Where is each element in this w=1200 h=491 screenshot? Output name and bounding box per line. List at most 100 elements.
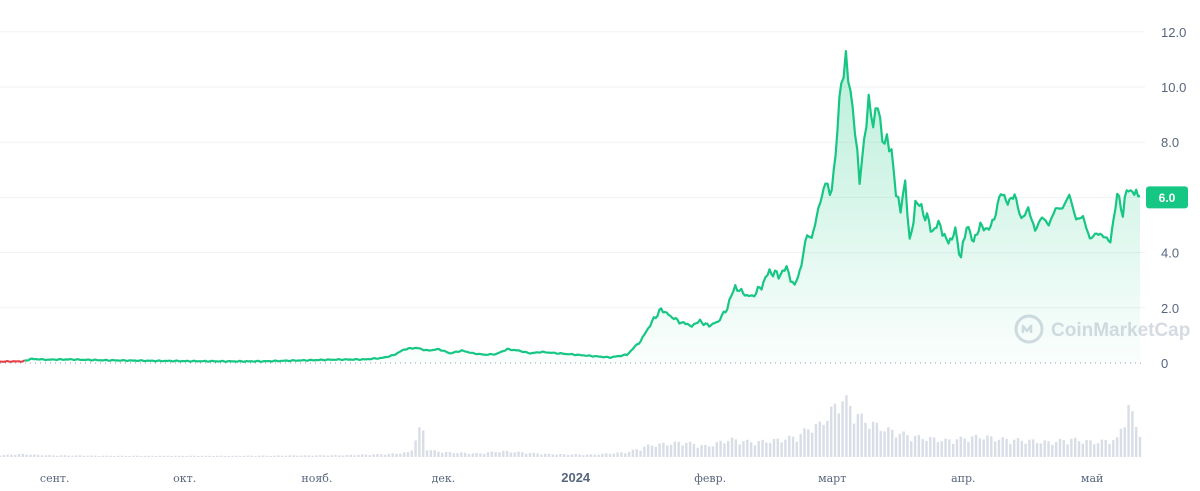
- volume-bar: [544, 453, 547, 457]
- x-tick-label: окт.: [173, 472, 196, 485]
- volume-bar: [738, 444, 741, 457]
- volume-bar: [559, 453, 562, 457]
- volume-bar: [193, 455, 196, 457]
- volume-bar: [242, 455, 246, 457]
- volume-bar: [296, 455, 299, 457]
- y-tick-label: 4.0: [1161, 246, 1179, 261]
- volume-bar: [570, 454, 574, 457]
- volume-bar: [505, 450, 509, 457]
- volume-bar: [414, 440, 417, 457]
- volume-bar: [753, 445, 757, 457]
- volume-bar: [475, 452, 478, 457]
- volume-bar: [444, 451, 448, 457]
- volume-bar: [791, 436, 795, 457]
- volume-bar: [1028, 439, 1031, 457]
- volume-bar: [860, 413, 863, 457]
- x-tick-label: март: [818, 472, 846, 485]
- volume-bar: [932, 437, 936, 457]
- volume-bar: [902, 431, 905, 457]
- volume-bar: [185, 455, 189, 457]
- volume-bar: [429, 450, 433, 457]
- volume-bar: [589, 454, 593, 457]
- volume-bar: [799, 434, 802, 457]
- volume-bar: [646, 444, 650, 457]
- volume-bar: [132, 455, 135, 457]
- volume-bar: [300, 455, 303, 457]
- y-tick-label: 10.0: [1161, 80, 1186, 95]
- volume-bar: [292, 455, 295, 457]
- volume-bar: [216, 455, 219, 457]
- volume-bar: [616, 452, 619, 457]
- volume-bar: [532, 452, 535, 457]
- volume-bar: [711, 446, 715, 457]
- volume-bar: [963, 438, 966, 457]
- volume-bar: [410, 450, 413, 457]
- volume-bar: [643, 446, 646, 457]
- volume-bar: [517, 451, 520, 457]
- volume-bar: [951, 443, 955, 457]
- volume-bar: [75, 455, 78, 457]
- volume-bar: [97, 455, 101, 457]
- volume-bar: [822, 424, 825, 457]
- volume-bar: [40, 455, 44, 457]
- volume-bar: [1096, 443, 1100, 457]
- volume-bar: [547, 453, 551, 457]
- volume-bar: [1051, 444, 1054, 457]
- volume-bar: [36, 454, 40, 457]
- volume-bar: [990, 436, 993, 457]
- volume-bar: [620, 452, 623, 457]
- volume-bar: [399, 453, 402, 457]
- volume-bar: [219, 455, 223, 457]
- volume-bar: [685, 443, 688, 457]
- volume-bar: [189, 455, 192, 457]
- volume-bar: [113, 456, 116, 457]
- volume-bar: [1112, 440, 1115, 457]
- volume-bar: [143, 455, 147, 457]
- volume-bar: [948, 439, 951, 457]
- volume-bar: [631, 449, 635, 457]
- volume-bar: [105, 455, 108, 457]
- volume-bar: [265, 455, 269, 457]
- volume-bar: [86, 455, 89, 457]
- volume-bar: [494, 452, 497, 457]
- volume-bar: [1100, 439, 1104, 457]
- volume-bar: [490, 451, 494, 457]
- volume-bar: [1047, 441, 1050, 457]
- volume-bar: [90, 455, 93, 457]
- volume-bar: [788, 435, 791, 457]
- volume-bar: [269, 455, 272, 457]
- volume-bar: [1089, 440, 1092, 457]
- volume-bar: [334, 455, 337, 457]
- volume-bar: [441, 452, 444, 457]
- volume-bar: [10, 454, 13, 457]
- price-area-fill: [0, 51, 1140, 363]
- volume-bar: [502, 450, 505, 457]
- volume-bar: [810, 432, 814, 457]
- volume-bar: [536, 453, 539, 457]
- volume-bar: [898, 433, 901, 457]
- volume-bar: [71, 455, 74, 457]
- volume-bar: [1093, 444, 1096, 457]
- volume-bar: [303, 455, 307, 457]
- volume-bar: [658, 443, 661, 457]
- volume-bar: [471, 453, 474, 457]
- volume-bar: [124, 455, 128, 457]
- volume-bar: [2, 454, 6, 457]
- volume-bar: [578, 454, 581, 457]
- volume-bar: [1138, 437, 1142, 457]
- price-line: [24, 50, 1141, 363]
- volume-bar: [1127, 404, 1130, 457]
- volume-bar: [273, 455, 276, 457]
- volume-bar: [254, 455, 257, 457]
- volume-bar: [94, 455, 97, 457]
- volume-bar: [1073, 437, 1077, 457]
- volume-bar: [1054, 441, 1058, 457]
- volume-bar: [635, 449, 638, 457]
- x-tick-label: апр.: [951, 472, 975, 485]
- volume-bar: [120, 455, 124, 457]
- y-tick-label: 8.0: [1161, 135, 1179, 150]
- volume-bar: [174, 455, 177, 457]
- x-tick-label: сент.: [40, 472, 70, 485]
- volume-bar: [372, 454, 375, 457]
- volume-bar: [6, 454, 9, 457]
